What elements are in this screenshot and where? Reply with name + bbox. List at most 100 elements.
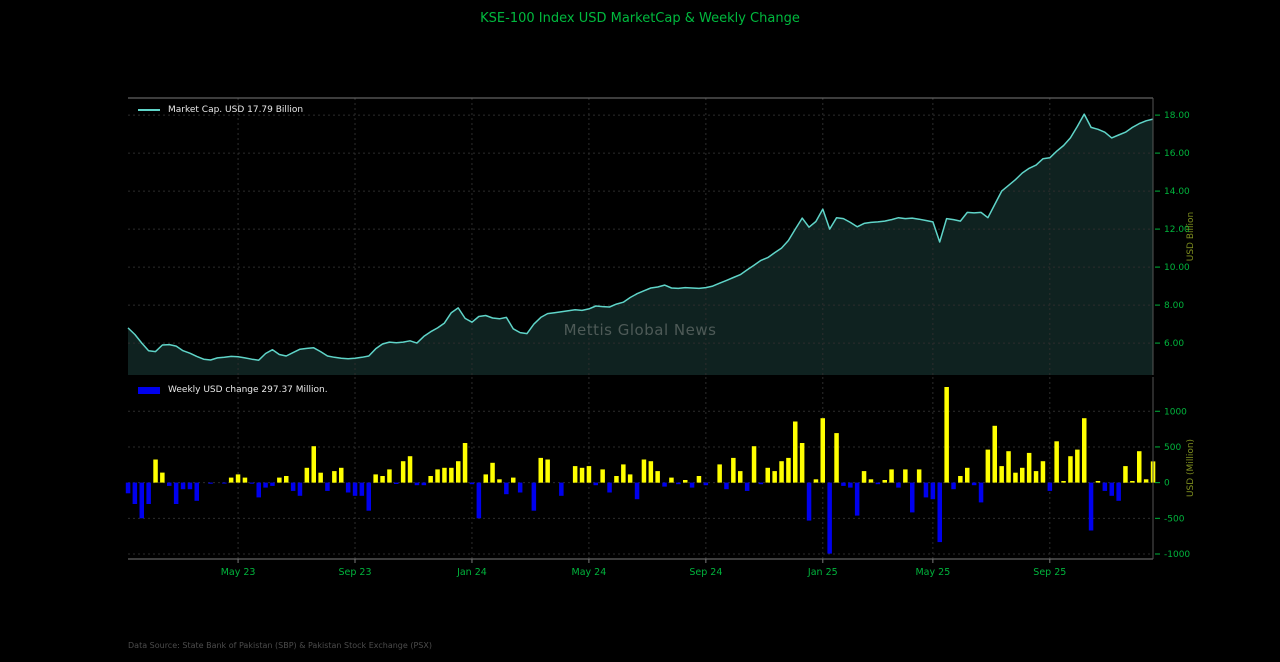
legend-weekly-change: Weekly USD change 297.37 Million.: [138, 385, 328, 395]
bar-positive: [490, 462, 495, 483]
bar-negative: [222, 482, 227, 484]
bar-positive: [538, 457, 543, 483]
bar-positive: [944, 387, 949, 483]
axis-tick-label: 6.00: [1164, 339, 1184, 349]
bar-positive: [160, 472, 165, 483]
bar-negative: [325, 482, 330, 491]
bar-positive: [600, 469, 605, 483]
bar-positive: [1082, 418, 1087, 483]
bar-positive: [373, 474, 378, 483]
bar-positive: [992, 425, 997, 483]
x-tick-label: Jan 25: [807, 567, 838, 578]
bar-positive: [339, 467, 344, 483]
bar-negative: [758, 482, 764, 485]
bar-positive: [717, 464, 722, 483]
bar-positive: [380, 476, 385, 483]
chart-title: KSE-100 Index USD MarketCap & Weekly Cha…: [480, 11, 800, 26]
bar-negative: [132, 482, 138, 504]
bar-positive: [456, 461, 461, 483]
bar-positive: [1033, 471, 1039, 483]
bar-negative: [662, 482, 667, 487]
bar-positive: [442, 467, 447, 483]
bar-positive: [1075, 449, 1080, 483]
bar-negative: [910, 482, 915, 513]
bar-negative: [806, 482, 812, 521]
marketcap-line-series: [127, 113, 1154, 361]
legend-marketcap: Market Cap. USD 17.79 Billion: [138, 105, 303, 115]
bar-negative: [689, 482, 695, 488]
bar-positive: [572, 466, 578, 483]
bar-positive: [799, 443, 805, 483]
bar-negative: [249, 482, 255, 484]
bar-negative: [923, 482, 929, 498]
x-tick-label: May 23: [221, 567, 256, 578]
bar-negative: [256, 482, 261, 498]
axis-tick-label: 0: [1164, 479, 1170, 489]
bar-negative: [139, 482, 144, 519]
bar-positive: [277, 477, 282, 483]
bar-positive: [916, 469, 922, 483]
x-tick-label: Sep 25: [1033, 567, 1066, 578]
bar-negative: [1102, 482, 1108, 491]
bar-positive: [332, 471, 337, 483]
bar-positive: [407, 456, 413, 483]
bar-positive: [786, 457, 791, 483]
bar-positive: [545, 459, 550, 483]
axis-tick-label: 10.00: [1164, 263, 1190, 273]
bar-negative: [167, 482, 172, 486]
legend-marketcap-label: Market Cap. USD 17.79 Billion: [168, 105, 304, 115]
bar-positive: [1006, 451, 1011, 483]
x-tick-label: May 25: [915, 567, 950, 578]
bar-negative: [359, 482, 365, 496]
bar-negative: [290, 482, 296, 491]
bar-positive: [387, 469, 392, 483]
bar-negative: [517, 482, 523, 493]
bar-positive: [235, 474, 241, 483]
bar-negative: [593, 482, 598, 486]
bar-positive: [1026, 452, 1032, 483]
bar-negative: [1088, 482, 1094, 531]
bar-positive: [435, 469, 440, 483]
bar-negative: [187, 482, 193, 490]
axis-tick-label: 500: [1164, 443, 1181, 453]
marketcap-area-fill: [128, 114, 1153, 375]
bar-negative: [848, 482, 853, 488]
watermark: Mettis Global News: [563, 321, 717, 339]
y-axis-label-bottom: USD (Million): [1186, 439, 1196, 497]
bar-positive: [820, 418, 825, 483]
bar-positive: [731, 457, 736, 483]
bar-negative: [1047, 482, 1053, 491]
bar-positive: [242, 477, 248, 483]
bar-positive: [999, 466, 1004, 483]
bar-negative: [263, 482, 268, 488]
bar-negative: [978, 482, 984, 503]
bar-negative: [559, 482, 564, 496]
bar-positive: [1054, 441, 1059, 483]
bar-positive: [882, 480, 887, 483]
axis-tick-label: 18.00: [1164, 111, 1190, 121]
bar-negative: [194, 482, 199, 501]
bar-positive: [627, 474, 633, 483]
bar-positive: [779, 461, 784, 483]
bar-positive: [483, 474, 488, 483]
bar-negative: [414, 482, 420, 486]
bar-positive: [311, 446, 316, 483]
bar-positive: [889, 469, 894, 483]
bar-negative: [208, 482, 213, 484]
bar-positive: [669, 477, 674, 483]
bar-positive: [428, 476, 433, 483]
bar-positive: [304, 467, 310, 483]
axis-tick-label: 12.00: [1164, 225, 1190, 235]
bar-positive: [1095, 481, 1101, 483]
bar-negative: [1116, 482, 1121, 501]
x-tick-label: Sep 23: [339, 567, 372, 578]
bar-negative: [703, 482, 709, 486]
x-tick-label: May 24: [572, 567, 607, 578]
bar-negative: [180, 482, 186, 490]
bar-positive: [772, 471, 777, 483]
bar-negative: [827, 482, 832, 554]
bar-negative: [854, 482, 860, 516]
data-source-note: Data Source: State Bank of Pakistan (SBP…: [128, 641, 432, 650]
